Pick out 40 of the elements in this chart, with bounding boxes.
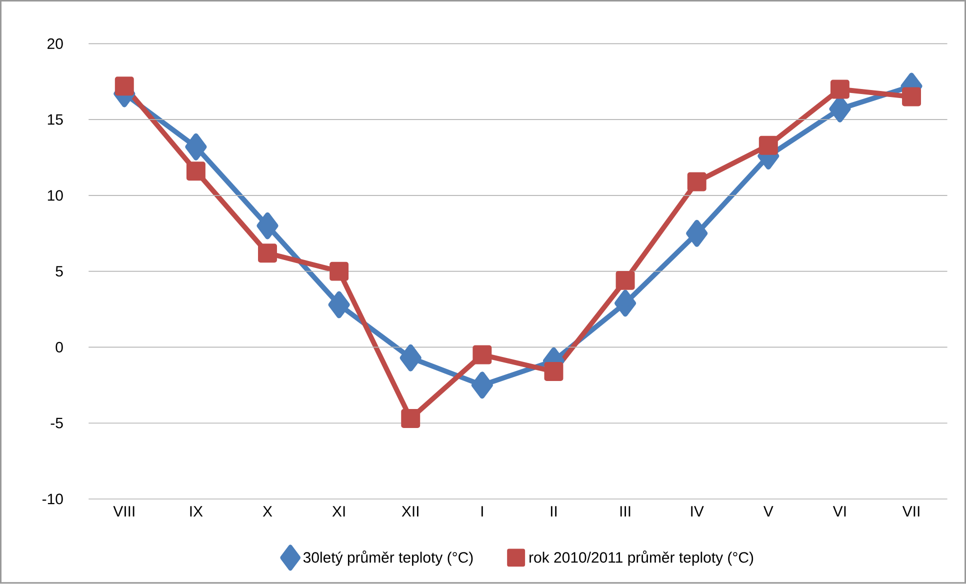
point — [328, 291, 350, 318]
x-tick-label: VII — [902, 506, 920, 517]
x-tick-label: X — [262, 506, 272, 517]
point — [401, 409, 420, 428]
point — [114, 76, 134, 96]
x-tick-label: IV — [691, 506, 704, 517]
point — [902, 88, 921, 106]
y-tick-label: 10 — [48, 190, 63, 201]
point — [258, 244, 277, 263]
x-tick-label: III — [620, 506, 630, 517]
y-tick-label: 0 — [56, 342, 63, 353]
point — [185, 134, 207, 161]
point — [472, 346, 492, 364]
legend-label: 30letý průměr teploty (°C) — [303, 550, 473, 566]
point — [330, 262, 349, 282]
x-tick-label: XI — [332, 506, 345, 517]
point — [471, 372, 493, 399]
point — [544, 362, 564, 382]
y-tick-label: -5 — [50, 418, 63, 429]
x-tick-label: VIII — [113, 506, 134, 517]
y-tick-label: 15 — [48, 114, 63, 125]
x-tick-label: II — [550, 506, 557, 517]
point — [400, 344, 422, 372]
point — [687, 172, 706, 192]
x-tick-label: I — [481, 506, 483, 517]
y-tick-label: 20 — [48, 38, 63, 50]
y-tick-label: 5 — [56, 266, 63, 277]
point — [616, 271, 635, 290]
x-tick-label: V — [763, 506, 774, 517]
point — [186, 162, 206, 181]
point — [686, 220, 708, 248]
x-tick-label: XII — [402, 506, 418, 517]
x-tick-label: IX — [190, 506, 203, 517]
x-tick-label: VI — [832, 506, 846, 517]
y-tick-label: -10 — [42, 494, 63, 504]
point — [614, 290, 636, 317]
point — [256, 212, 278, 240]
point — [758, 136, 778, 156]
legend-label: rok 2010/2011 průměr teploty (°C) — [530, 550, 754, 566]
point — [830, 80, 850, 99]
